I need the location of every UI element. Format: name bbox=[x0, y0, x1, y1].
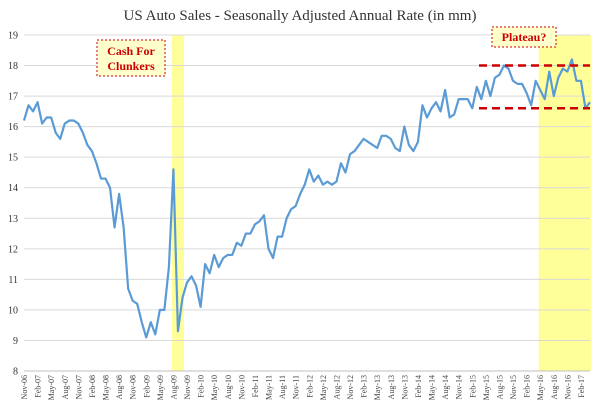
axis-layer: 8 9 10 11 12 13 14 15 16 17 18 19 Nov-06 Feb-07 May-07… bbox=[8, 31, 590, 400]
x-tick-label: Aug-08 bbox=[115, 375, 124, 399]
series-line-us-auto-sales bbox=[22, 58, 591, 339]
y-tick-label: 15 bbox=[8, 153, 18, 164]
x-tick-label: May-12 bbox=[319, 375, 328, 400]
x-tick-label: Nov-09 bbox=[183, 375, 192, 399]
x-tick-label: Feb-11 bbox=[251, 375, 260, 397]
grid-layer bbox=[24, 34, 590, 372]
x-tick-label: May-16 bbox=[536, 375, 545, 400]
x-tick-label: May-15 bbox=[482, 375, 491, 400]
y-tick-label: 14 bbox=[8, 183, 18, 194]
x-tick-label: May-10 bbox=[210, 375, 219, 400]
x-tick-label: Aug-13 bbox=[387, 375, 396, 399]
x-tick-label: Feb-16 bbox=[523, 375, 532, 398]
cash-for-clunkers-box bbox=[96, 39, 166, 77]
y-tick-label: 13 bbox=[8, 214, 18, 225]
x-tick-label: Feb-15 bbox=[468, 375, 477, 398]
y-tick-label: 16 bbox=[8, 122, 18, 133]
x-tick-label: May-11 bbox=[265, 375, 274, 400]
x-tick-label: Aug-09 bbox=[169, 375, 178, 399]
cash-for-clunkers-label: Cash For bbox=[107, 44, 155, 58]
x-tick-label: Feb-07 bbox=[34, 375, 43, 398]
cash-for-clunkers-label: Clunkers bbox=[107, 59, 155, 73]
y-tick-label: 18 bbox=[8, 61, 18, 72]
plateau-label: Plateau? bbox=[502, 30, 547, 44]
y-tick-label: 17 bbox=[8, 92, 18, 103]
x-tick-label: Feb-12 bbox=[305, 375, 314, 398]
y-tick-label: 8 bbox=[13, 367, 18, 378]
x-tick-label: Nov-16 bbox=[563, 375, 572, 399]
x-tick-label: Feb-08 bbox=[88, 375, 97, 398]
x-tick-label: Nov-14 bbox=[455, 375, 464, 399]
y-tick-label: 9 bbox=[13, 336, 18, 347]
plateau-box bbox=[491, 26, 557, 48]
highlight-band-cash-for-clunkers bbox=[171, 35, 184, 371]
x-tick-label: Nov-07 bbox=[74, 375, 83, 399]
x-tick-label: May-09 bbox=[156, 375, 165, 400]
x-tick-label: Aug-15 bbox=[495, 375, 504, 399]
x-tick-label: Feb-10 bbox=[197, 375, 206, 398]
x-tick-label: Nov-13 bbox=[400, 375, 409, 399]
x-tick-label: Aug-12 bbox=[332, 375, 341, 399]
x-tick-label: Feb-14 bbox=[414, 375, 423, 398]
x-tick-label: Nov-06 bbox=[20, 375, 29, 399]
x-tick-label: Aug-14 bbox=[441, 375, 450, 399]
x-tick-label: Nov-15 bbox=[509, 375, 518, 399]
y-tick-label: 11 bbox=[8, 275, 18, 286]
x-tick-label: Nov-08 bbox=[129, 375, 138, 399]
highlight-layer bbox=[171, 35, 592, 371]
x-tick-label: Feb-09 bbox=[142, 375, 151, 398]
x-tick-label: May-13 bbox=[373, 375, 382, 400]
x-tick-label: May-14 bbox=[428, 375, 437, 400]
series-layer bbox=[22, 58, 591, 339]
x-tick-label: Aug-11 bbox=[278, 375, 287, 399]
x-tick-label: Nov-12 bbox=[346, 375, 355, 399]
x-tick-label: Feb-17 bbox=[577, 375, 586, 398]
x-tick-label: Aug-07 bbox=[61, 375, 70, 399]
x-tick-label: May-08 bbox=[102, 375, 111, 400]
x-tick-label: Nov-11 bbox=[292, 375, 301, 399]
y-tick-label: 19 bbox=[8, 31, 18, 42]
x-tick-label: Aug-16 bbox=[550, 375, 559, 399]
y-tick-label: 10 bbox=[8, 305, 18, 316]
y-tick-label: 12 bbox=[8, 244, 18, 255]
x-tick-label: Feb-13 bbox=[360, 375, 369, 398]
chart-title: US Auto Sales - Seasonally Adjusted Annu… bbox=[124, 8, 477, 24]
x-tick-label: May-07 bbox=[47, 375, 56, 400]
x-tick-label: Nov-10 bbox=[237, 375, 246, 399]
x-tick-label: Aug-10 bbox=[224, 375, 233, 399]
